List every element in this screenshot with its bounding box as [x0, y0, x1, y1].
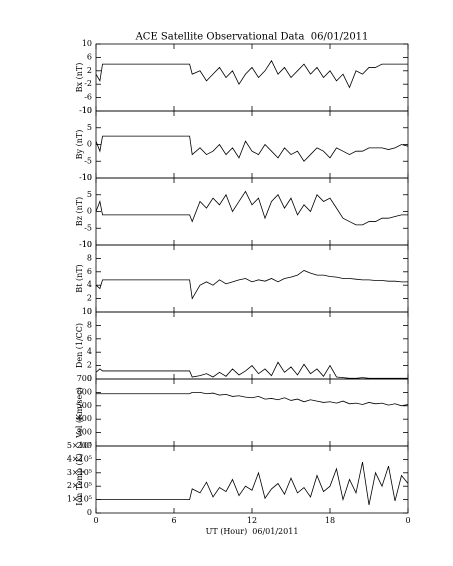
y-tick-label: 2 — [87, 294, 92, 303]
y-tick-label: 8 — [87, 320, 92, 329]
y-tick-label: 0 — [87, 508, 92, 517]
y-tick-label: 5 — [87, 190, 92, 199]
y-tick-label: 200 — [77, 441, 92, 450]
y-tick-label: 5 — [87, 123, 92, 132]
y-tick-label: 400 — [77, 414, 92, 423]
y-tick-label: 700 — [77, 374, 92, 383]
y-tick-label: 0 — [87, 307, 92, 316]
y-tick-label: 6 — [87, 52, 92, 61]
y-tick-label: 4×10⁵ — [67, 454, 92, 463]
y-tick-label: 0 — [87, 374, 92, 383]
y-tick-label: -5 — [84, 156, 92, 165]
y-tick-label: 10 — [82, 106, 92, 115]
y-tick-label: 10 — [82, 173, 92, 182]
panel-frame — [95, 177, 409, 246]
data-line — [95, 190, 408, 226]
chart-title: ACE Satellite Observational Data 06/01/2… — [135, 32, 369, 43]
x-axis-label: UT (Hour) 06/01/2011 — [206, 527, 299, 536]
y-tick-label: 4 — [87, 347, 92, 356]
panel-frame — [95, 311, 409, 380]
panel-frame — [95, 110, 409, 179]
y-tick-label: 2 — [87, 66, 92, 75]
y-tick-label: 300 — [77, 428, 92, 437]
panel-frame — [95, 43, 409, 112]
data-line — [96, 461, 409, 506]
y-tick-label: -10 — [79, 106, 92, 115]
y-axis-label: Ion Temp (K) — [75, 453, 84, 506]
data-line — [95, 135, 409, 162]
data-line — [95, 59, 408, 89]
x-tick-label: 18 — [325, 516, 335, 525]
y-axis-label: Bt (nT) — [75, 264, 84, 292]
data-line — [96, 392, 409, 407]
y-tick-label: 600 — [77, 387, 92, 396]
x-tick-label: 6 — [171, 516, 176, 525]
panel-frame — [95, 378, 409, 447]
y-tick-label: 500 — [77, 401, 92, 410]
y-axis-label: Bz (nT) — [75, 197, 84, 226]
x-tick-label: 12 — [247, 516, 257, 525]
y-tick-label: 0 — [87, 140, 92, 149]
data-line — [95, 270, 408, 300]
y-axis-label: By (nT) — [75, 130, 84, 160]
y-tick-label: 10 — [82, 240, 92, 249]
y-tick-label: 4 — [87, 280, 92, 289]
panel-frame — [95, 445, 409, 514]
y-tick-label: 2 — [87, 361, 92, 370]
y-tick-label: 10 — [82, 307, 92, 316]
y-tick-label: 1×10⁵ — [67, 495, 92, 504]
y-tick-label: 6 — [87, 267, 92, 276]
y-axis-label: Vel (Km/sec) — [75, 387, 84, 439]
y-tick-label: 2×10⁵ — [67, 481, 92, 490]
y-tick-label: -2 — [84, 79, 92, 88]
data-line — [95, 361, 408, 379]
y-axis-label: Den (1/CC) — [75, 323, 84, 368]
y-tick-label: 0 — [87, 207, 92, 216]
x-tick-label: 0 — [405, 516, 410, 525]
y-tick-label: -6 — [84, 93, 92, 102]
y-tick-label: 8 — [87, 253, 92, 262]
x-tick-label: 0 — [93, 516, 98, 525]
y-axis-label: Bx (nT) — [75, 63, 84, 93]
y-tick-label: 3×10⁵ — [67, 468, 92, 477]
y-tick-label: -10 — [79, 240, 92, 249]
y-tick-label: 10 — [82, 39, 92, 48]
y-tick-label: -5 — [84, 223, 92, 232]
y-tick-label: 6 — [87, 334, 92, 343]
y-tick-label: -10 — [79, 173, 92, 182]
panel-frame — [95, 244, 409, 313]
y-tick-label: 5×10⁵ — [67, 441, 92, 450]
